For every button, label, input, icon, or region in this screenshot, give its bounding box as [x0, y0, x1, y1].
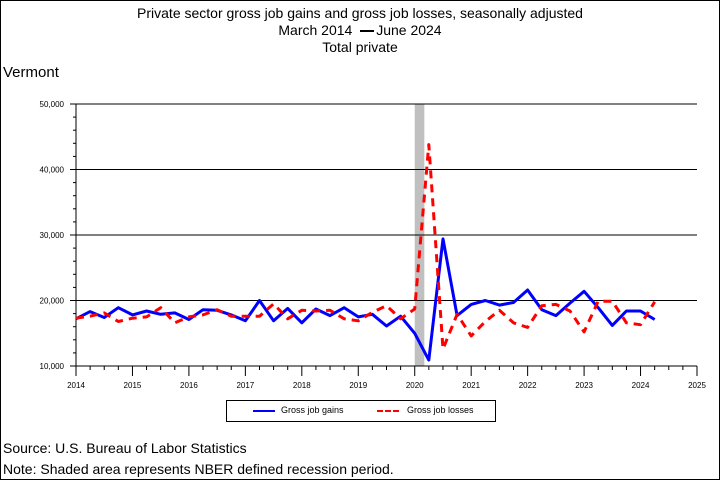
y-tick-label: 40,000 [40, 166, 65, 175]
x-tick-label: 2021 [462, 381, 480, 390]
legend-swatch-losses [377, 410, 399, 412]
x-tick-label: 2023 [575, 381, 593, 390]
date-range-dash [360, 30, 375, 33]
chart-title: Private sector gross job gains and gross… [137, 5, 583, 21]
chart-subtitle: Total private [322, 39, 398, 55]
chart-title-block: Private sector gross job gains and gross… [0, 5, 720, 56]
axis-layer: 10,000 20,000 30,000 40,000 50,000 2014 2015 20… [40, 100, 707, 390]
x-tick-label: 2020 [406, 381, 424, 390]
series-layer [75, 143, 656, 362]
x-tick-label: 2014 [67, 381, 85, 390]
x-tick-label: 2018 [293, 381, 311, 390]
date-range-start: March 2014 [278, 22, 353, 38]
x-tick-label: 2015 [124, 381, 142, 390]
x-tick-label: 2022 [519, 381, 537, 390]
series-line-gross-job-losses [75, 143, 656, 351]
chart-date-range: March 2014 June 2024 [0, 22, 720, 39]
x-tick-label: 2016 [180, 381, 198, 390]
source-note: Source: U.S. Bureau of Labor Statistics [3, 440, 247, 456]
legend-label-gains: Gross job gains [281, 405, 344, 415]
x-tick-label: 2017 [236, 381, 254, 390]
legend-swatch-gains [253, 410, 275, 412]
x-tick-label: 2025 [688, 381, 706, 390]
series-line-gross-job-gains [75, 237, 656, 362]
y-tick-label: 20,000 [40, 297, 65, 306]
date-range-end: June 2024 [376, 22, 442, 38]
x-tick-label: 2024 [632, 381, 650, 390]
region-label: Vermont [3, 64, 59, 81]
x-tick-label: 2019 [349, 381, 367, 390]
legend-label-losses: Gross job losses [407, 405, 474, 415]
recession-note: Note: Shaded area represents NBER define… [3, 461, 394, 477]
y-tick-label: 10,000 [40, 362, 65, 371]
y-tick-label: 50,000 [40, 100, 65, 109]
y-tick-label: 30,000 [40, 231, 65, 240]
legend: Gross job gains Gross job losses [226, 400, 496, 422]
